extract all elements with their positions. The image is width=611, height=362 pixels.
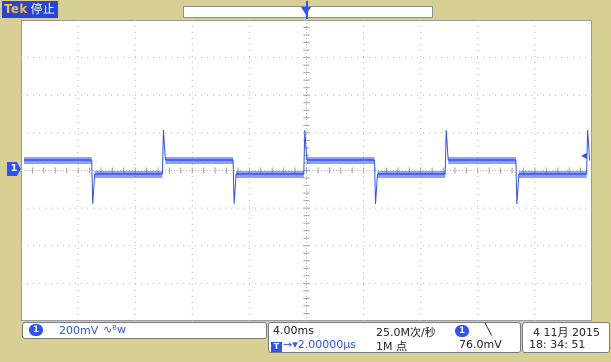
date-time-panel: 4 11月 2015 18: 34: 51 — [522, 322, 610, 353]
waveform-edge — [161, 129, 166, 175]
waveform-edge — [232, 159, 237, 205]
waveform-edge — [303, 129, 308, 175]
bandwidth-limit-icon: ∿ᴮw — [103, 323, 126, 336]
record-length: 1M 点 — [376, 340, 407, 353]
channel-settings-panel[interactable]: 1 200mV ∿ᴮw — [22, 322, 267, 339]
date-display: 4 11月 2015 — [533, 326, 600, 339]
timebase-panel[interactable]: 4.00ms T →▾2.00000µs 25.0M次/秒 1M 点 1 ╲ 76… — [268, 322, 521, 353]
sample-rate: 25.0M次/秒 — [376, 326, 436, 339]
trigger-slope-icon: ╲ — [485, 323, 492, 336]
waveform-edge — [91, 159, 96, 205]
trigger-level-value: 76.0mV — [459, 338, 502, 351]
time-display: 18: 34: 51 — [529, 338, 586, 351]
waveform-edge — [515, 159, 520, 205]
trigger-source-badge: 1 — [455, 325, 469, 337]
waveform-graticule — [21, 20, 592, 321]
channel1-ground-marker[interactable]: 1 — [7, 162, 21, 176]
horizontal-scale: 4.00ms — [273, 324, 314, 337]
trigger-icon: T — [271, 342, 282, 352]
graticule-svg — [21, 20, 592, 321]
waveform-edge — [374, 159, 378, 205]
vertical-scale: 200mV — [59, 324, 99, 337]
brand-logo: Tek — [4, 2, 28, 16]
channel1-badge: 1 — [29, 324, 43, 336]
acquisition-status: 停止 — [30, 2, 56, 16]
waveform-edge — [444, 129, 449, 175]
trigger-position-readout: T →▾2.00000µs — [271, 338, 356, 352]
trigger-position-arrow-icon — [301, 7, 311, 15]
brand-status: Tek 停止 — [2, 1, 59, 18]
trigger-level-marker-icon[interactable]: ◂ — [581, 148, 588, 162]
waveform-edge — [586, 129, 591, 175]
trigger-position-value: →▾2.00000µs — [283, 338, 356, 351]
